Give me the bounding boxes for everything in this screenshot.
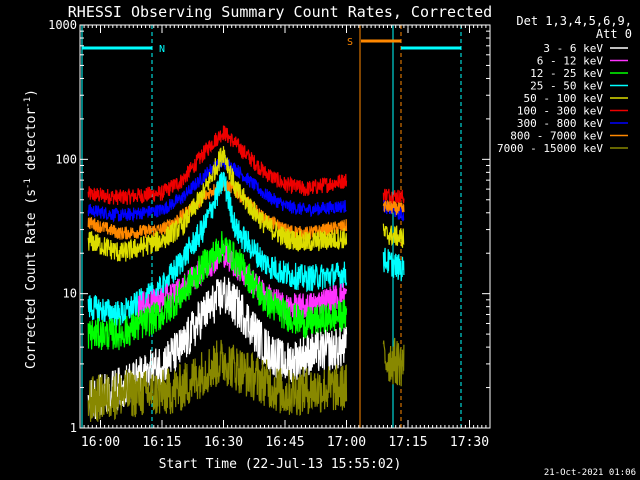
y-tick-label: 1 — [70, 421, 77, 435]
x-tick-label: 16:15 — [142, 435, 181, 450]
chart-title: RHESSI Observing Summary Count Rates, Co… — [68, 3, 492, 21]
series-50-100-keV-seg1 — [382, 223, 405, 248]
series-300-800-keV-seg1 — [382, 199, 405, 222]
y-tick-label: 10 — [63, 287, 77, 301]
legend-label: 6 - 12 keV — [537, 55, 604, 68]
legend-label: 25 - 50 keV — [530, 80, 603, 93]
legend-label: 3 - 6 keV — [543, 42, 603, 55]
x-tick-label: 16:30 — [204, 435, 243, 450]
annotation-night: N — [159, 44, 165, 55]
x-axis-label: Start Time (22-Jul-13 15:55:02) — [159, 457, 402, 472]
series-7000-15000-keV-seg1 — [382, 337, 405, 387]
x-tick-label: 16:45 — [265, 435, 304, 450]
series-300-800-keV-seg0 — [87, 156, 347, 223]
annotation-saa: S — [347, 37, 353, 48]
x-tick-label: 16:00 — [81, 435, 120, 450]
x-tick-label: 17:15 — [388, 435, 427, 450]
legend-header-line1: Det 1,3,4,5,6,9, — [516, 14, 632, 28]
legend-label: 7000 - 15000 keV — [497, 142, 603, 155]
series-25-50-keV-seg1 — [382, 247, 405, 282]
series-100-300-keV-seg0 — [87, 125, 348, 206]
legend-label: 50 - 100 keV — [524, 92, 604, 105]
data-series — [87, 125, 405, 422]
y-axis-ticks: 1 10 100 1000 — [48, 18, 490, 435]
series-50-100-keV-seg0 — [87, 146, 348, 262]
legend-header-line2: Att 0 — [596, 27, 632, 41]
y-tick-label: 100 — [55, 152, 77, 166]
series-25-50-keV-seg0 — [87, 171, 348, 328]
y-axis-label: Corrected Count Rate (s-1 detector-1) — [23, 89, 39, 369]
x-tick-label: 17:30 — [450, 435, 489, 450]
series-800-7000-keV-seg1 — [382, 200, 405, 216]
series-12-25-keV-seg0 — [87, 231, 348, 351]
legend-label: 300 - 800 keV — [517, 117, 603, 130]
legend-label: 800 - 7000 keV — [510, 130, 603, 143]
legend-label: 100 - 300 keV — [517, 105, 603, 118]
x-tick-label: 17:00 — [327, 435, 366, 450]
footer-date: 21-Oct-2021 01:06 — [544, 468, 636, 478]
series-100-300-keV-seg1 — [382, 188, 405, 205]
series-7000-15000-keV-seg0 — [87, 339, 348, 422]
legend-label: 12 - 25 keV — [530, 67, 603, 80]
y-tick-label: 1000 — [48, 18, 77, 32]
x-axis-ticks: 16:00 16:15 16:30 16:45 17:00 17:15 17:30 — [79, 25, 491, 450]
